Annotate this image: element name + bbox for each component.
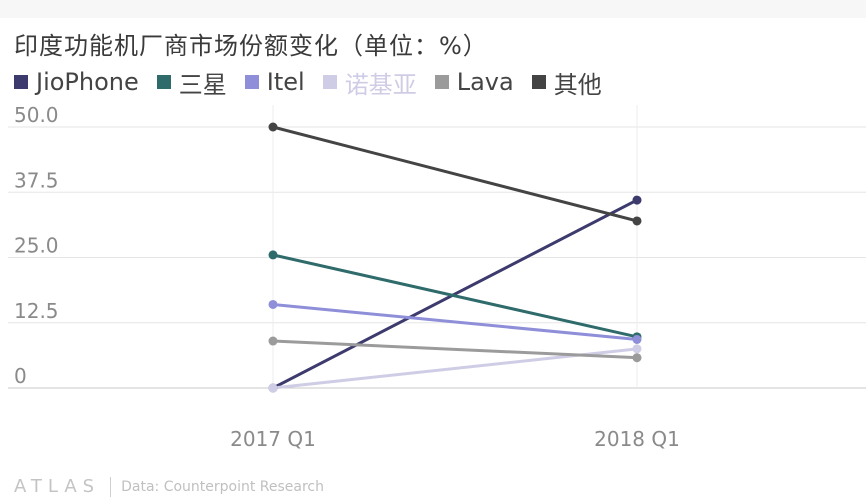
data-point-Itel-0 [268,299,278,309]
legend-item: Lava [434,68,514,96]
chart-legend: JioPhone 三星 Itel 诺基亚 Lava 其他 [14,65,602,100]
legend-label: 其他 [553,70,602,99]
series-line-其他 [271,125,639,223]
y-tick-label: 50.0 [14,103,59,127]
legend-item: 其他 [531,65,602,100]
legend-item: JioPhone [14,68,139,96]
legend-item: 三星 [156,65,227,100]
series-line-三星 [271,253,639,339]
data-point-其他-1 [632,216,642,226]
legend-label: Lava [456,68,514,96]
legend-item: 诺基亚 [322,65,417,100]
series-line-JioPhone [271,198,639,390]
data-point-Lava-0 [268,336,278,346]
legend-label: 诺基亚 [344,70,417,99]
y-tick-label: 25.0 [14,234,59,258]
legend-swatch [244,75,259,89]
footer-divider [110,476,112,497]
atlas-logo: ATLAS [14,476,101,497]
chart-card [0,18,866,504]
data-point-Itel-1 [632,334,642,344]
series-line-Lava [271,339,639,360]
legend-swatch [14,75,28,89]
chart-title: 印度功能机厂商市场份额变化（单位：%） [14,32,488,60]
y-tick-label: 0 [14,364,27,388]
legend-swatch [322,75,337,89]
data-point-三星-0 [268,250,278,260]
data-point-其他-0 [268,122,278,132]
y-tick-label: 37.5 [14,168,59,192]
x-tick-label: 2018 Q1 [594,427,680,451]
data-point-Lava-1 [632,353,642,363]
series-line-Itel [271,302,639,341]
legend-label: JioPhone [36,68,139,96]
legend-item: Itel [244,68,305,96]
chart-footer: ATLAS Data: Counterpoint Research [14,476,324,497]
legend-label: Itel [266,68,305,96]
data-point-JioPhone-1 [632,195,642,205]
data-point-诺基亚-1 [632,344,642,354]
source-text: Data: Counterpoint Research [121,478,325,495]
legend-swatch [156,75,171,89]
data-point-诺基亚-0 [268,383,278,393]
y-tick-label: 12.5 [14,299,59,323]
legend-swatch [434,75,449,89]
legend-swatch [531,75,546,89]
legend-label: 三星 [178,70,227,99]
x-tick-label: 2017 Q1 [230,427,316,451]
